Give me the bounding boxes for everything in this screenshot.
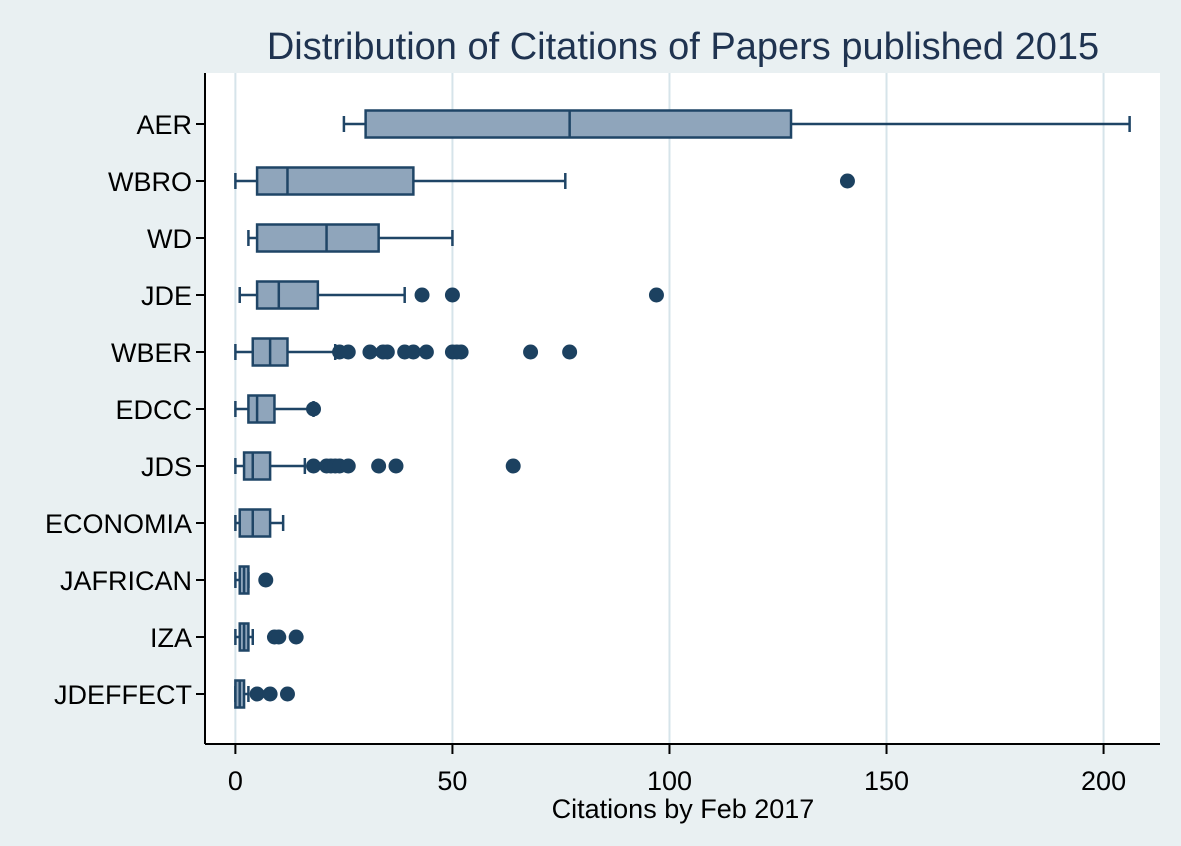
outlier-iza-1 [271,629,287,645]
outlier-edcc-0 [306,401,322,417]
chart-title: Distribution of Citations of Papers publ… [267,26,1099,68]
x-tick-label-50: 50 [437,766,467,796]
outlier-jds-5 [340,458,356,474]
outlier-wber-7 [418,344,434,360]
outlier-wber-1 [340,344,356,360]
outlier-jde-1 [444,287,460,303]
outlier-jds-7 [388,458,404,474]
outlier-jdeffect-2 [279,686,295,702]
iqr-box-jde [255,280,320,310]
category-label-jde: JDE [141,281,192,311]
outlier-wber-6 [405,344,421,360]
outlier-jde-0 [414,287,430,303]
box-jds [234,451,521,481]
x-tick-label-150: 150 [864,766,909,796]
outlier-wber-11 [523,344,539,360]
outlier-wber-4 [379,344,395,360]
outlier-jdeffect-1 [262,686,278,702]
outlier-jdeffect-0 [249,686,265,702]
outlier-jds-0 [306,458,322,474]
outlier-jds-8 [505,458,521,474]
x-tick-label-100: 100 [647,766,692,796]
category-label-jafrican: JAFRICAN [60,566,192,596]
outlier-jafrican-0 [258,572,274,588]
category-label-jds: JDS [141,452,192,482]
box-wd [247,223,454,253]
outlier-wbro-0 [839,173,855,189]
box-jde [238,280,664,310]
category-label-wd: WD [147,224,192,254]
category-label-edcc: EDCC [115,395,192,425]
category-label-wber: WBER [111,338,192,368]
category-label-wbro: WBRO [108,167,192,197]
x-tick-label-0: 0 [228,766,243,796]
iqr-box-edcc [247,394,276,424]
outlier-jds-6 [371,458,387,474]
iqr-box-wd [255,223,380,253]
outlier-wber-2 [362,344,378,360]
outlier-wber-12 [562,344,578,360]
category-label-aer: AER [136,110,192,140]
box-iza [234,622,304,652]
labels-layer: 0 50 100 150 200 AER WBRO WD JDE WBER EDCC JDS ECONO… [45,110,1126,796]
outlier-wber-10 [453,344,469,360]
box-jdeffect [234,679,295,709]
box-jafrican [234,565,274,595]
box-wbro [234,166,855,196]
box-economia [234,508,285,538]
boxes-layer [234,109,1131,709]
outlier-jde-2 [648,287,664,303]
x-tick-label-200: 200 [1081,766,1126,796]
category-label-iza: IZA [150,623,192,653]
box-aer [342,109,1131,139]
iqr-box-aer [364,109,793,139]
axes [196,73,1160,754]
box-edcc [234,394,322,424]
iqr-box-economia [238,508,272,538]
x-axis-title: Citations by Feb 2017 [552,794,815,824]
iqr-box-jds [242,451,272,481]
category-label-jdeffect: JDEFFECT [54,680,192,710]
box-wber [234,337,578,367]
category-label-economia: ECONOMIA [45,509,192,539]
iqr-box-wbro [255,166,415,196]
outlier-iza-2 [288,629,304,645]
